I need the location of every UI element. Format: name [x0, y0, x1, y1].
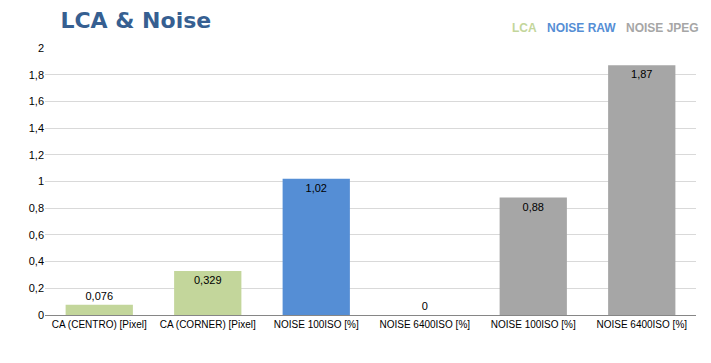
svg-text:1,6: 1,6 — [29, 95, 44, 107]
svg-text:NOISE 6400ISO [%]: NOISE 6400ISO [%] — [596, 319, 687, 330]
svg-text:CA (CENTRO) [Pixel]: CA (CENTRO) [Pixel] — [52, 319, 147, 330]
svg-text:LCA: LCA — [512, 21, 537, 35]
svg-text:0,2: 0,2 — [29, 282, 44, 294]
svg-text:0,4: 0,4 — [29, 255, 44, 267]
svg-text:0,8: 0,8 — [29, 202, 44, 214]
svg-text:NOISE JPEG: NOISE JPEG — [626, 21, 699, 35]
svg-text:0,88: 0,88 — [523, 201, 544, 213]
svg-text:NOISE 100ISO [%]: NOISE 100ISO [%] — [274, 319, 359, 330]
svg-text:0: 0 — [422, 300, 428, 312]
svg-text:0: 0 — [38, 309, 44, 321]
svg-text:0,329: 0,329 — [194, 274, 222, 286]
svg-text:0,6: 0,6 — [29, 229, 44, 241]
svg-text:CA (CORNER) [Pixel]: CA (CORNER) [Pixel] — [160, 319, 256, 330]
svg-text:2: 2 — [38, 42, 44, 54]
svg-text:1,87: 1,87 — [631, 68, 652, 80]
svg-text:1: 1 — [38, 175, 44, 187]
svg-text:NOISE 6400ISO [%]: NOISE 6400ISO [%] — [379, 319, 470, 330]
svg-text:1,4: 1,4 — [29, 122, 44, 134]
svg-text:LCA & Noise: LCA & Noise — [60, 8, 211, 33]
svg-text:1,02: 1,02 — [306, 182, 327, 194]
svg-text:1,2: 1,2 — [29, 149, 44, 161]
svg-text:NOISE 100ISO [%]: NOISE 100ISO [%] — [491, 319, 576, 330]
svg-text:0,076: 0,076 — [85, 290, 113, 302]
svg-text:NOISE RAW: NOISE RAW — [547, 21, 616, 35]
svg-text:1,8: 1,8 — [29, 69, 44, 81]
